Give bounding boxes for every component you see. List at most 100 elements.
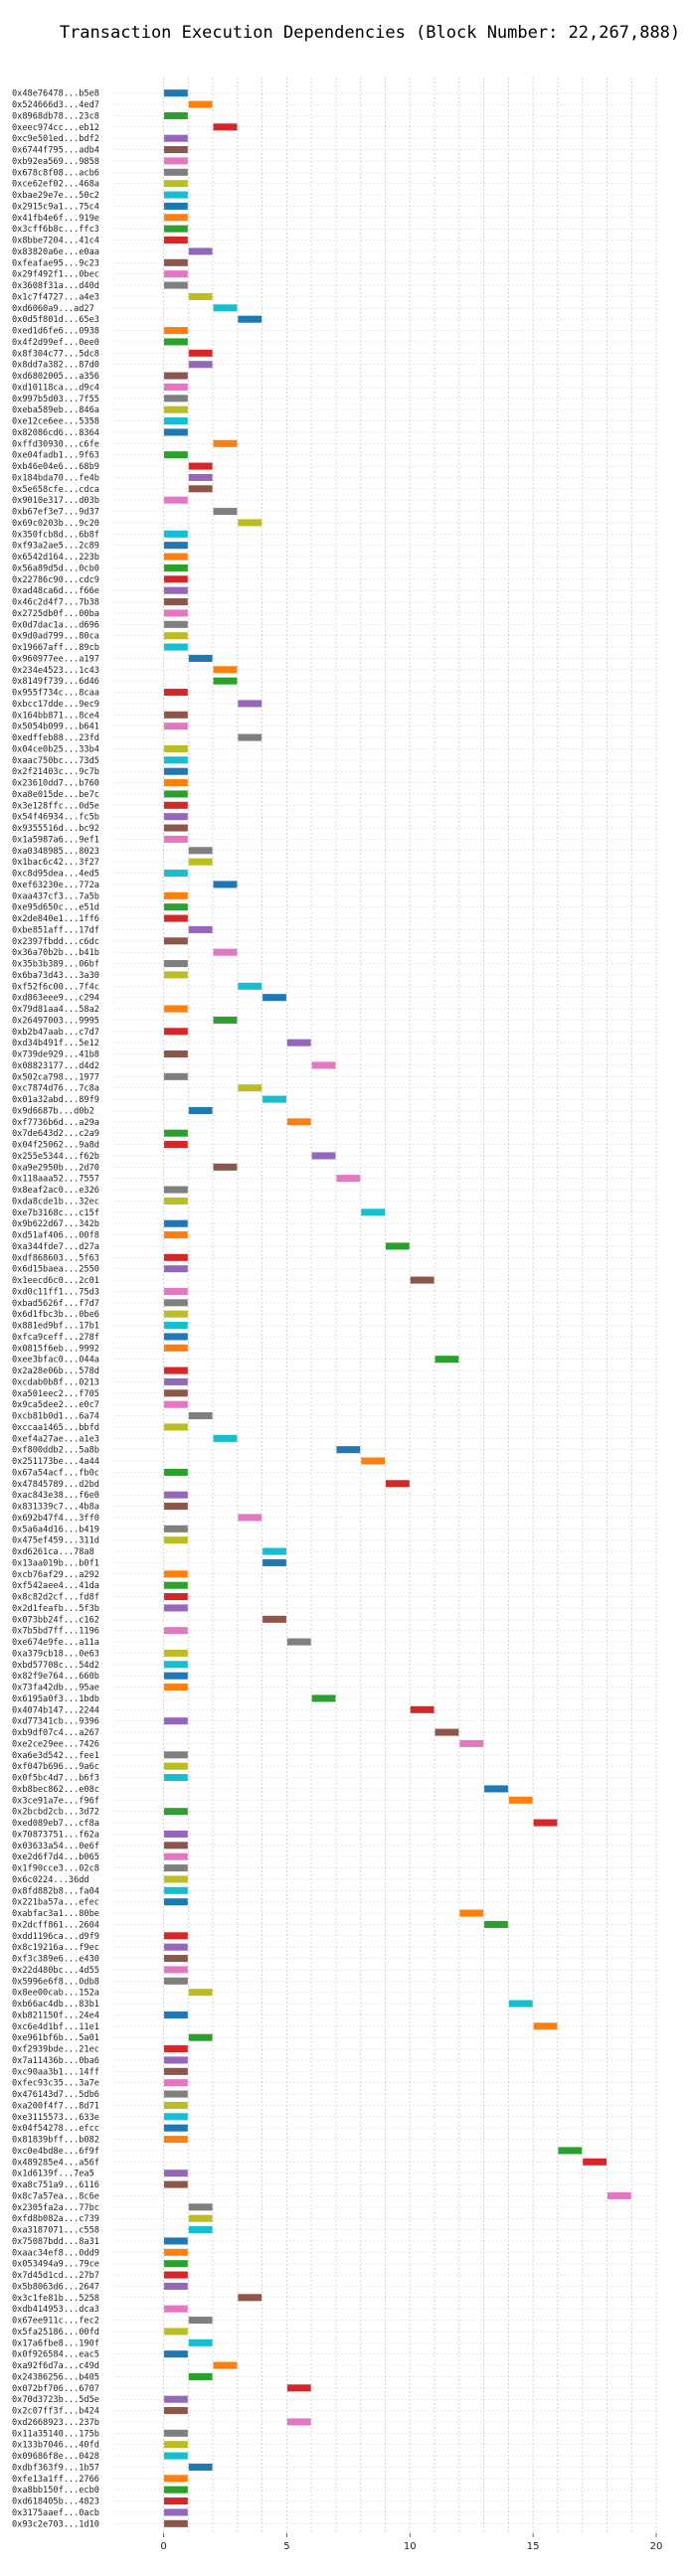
tx-label: 0x9d6687b...d0b2 [12,1106,94,1116]
tx-label: 0x6d15baea...2550 [12,1265,99,1275]
execution-bar [188,1106,213,1114]
execution-bar [164,417,188,425]
tx-label: 0xed1d6fe6...0938 [12,327,99,337]
execution-bar [164,134,188,142]
execution-bar [164,2237,188,2245]
tx-label: 0xb66ac4db...83b1 [12,2000,99,2010]
execution-bar [164,632,188,640]
tx-label: 0x1eecd6c0...2c01 [12,1276,99,1286]
execution-bar [164,270,188,278]
execution-bar [164,1808,188,1816]
execution-bar [164,2079,188,2087]
tx-label: 0xf7736b6d...a29a [12,1118,99,1128]
execution-bar [311,1061,336,1069]
tx-label: 0xa344fde7...d27a [12,1242,99,1252]
tx-label: 0xe961bf6b...5a01 [12,2033,99,2043]
tx-label: 0xda8cde1b...32ec [12,1197,99,1207]
tx-label: 0x1d6139f...7ea5 [12,2170,94,2179]
execution-bar [164,598,188,606]
execution-bar [607,2191,631,2199]
execution-bar [164,542,188,550]
tx-label: 0x56a89d5d...0cb0 [12,564,99,573]
execution-bar [164,2067,188,2075]
tx-label: 0x04ce0b25...33b4 [12,744,99,754]
x-tick-label: 0 [160,2541,166,2552]
tx-label: 0xa8e015de...be7c [12,790,99,800]
execution-bar [361,1457,385,1465]
tx-label: 0x09686f8e...0428 [12,2452,99,2462]
tx-label: 0xfe13a1ff...2766 [12,2475,99,2485]
execution-bar [164,1604,188,1612]
tx-label: 0xfca9ceff...278f [12,1333,99,1343]
execution-bar [164,225,188,233]
tx-label: 0xd6802005...a356 [12,372,99,382]
execution-bar [164,258,188,266]
tx-label: 0x2c07ff3f...b424 [12,2407,99,2417]
execution-bar [164,744,188,752]
execution-bar [164,586,188,594]
execution-bar [164,824,188,832]
x-axis-ticks: 0 5 10 15 20 [160,2533,662,2552]
execution-bar [164,1141,188,1149]
tx-label: 0x9d0ad799...80ca [12,632,99,642]
tx-label: 0xdb414953...dca3 [12,2305,99,2315]
tx-label: 0xa8bb150f...ecb0 [12,2486,99,2496]
execution-bar [164,1830,188,1838]
execution-bar [164,2350,188,2358]
tx-label: 0x524666d3...4ed7 [12,100,99,110]
execution-bar [336,1446,361,1454]
tx-label: 0x29f492f1...0bec [12,270,99,280]
tx-label: 0x678c8f08...acb6 [12,168,99,178]
execution-bar [164,1287,188,1295]
execution-bar [164,1898,188,1906]
tx-label: 0x75087bdd...8a31 [12,2237,99,2247]
tx-label: 0x251173be...4a44 [12,1457,99,1467]
execution-bar [164,1423,188,1431]
execution-bar [213,1434,238,1442]
tx-label: 0xe7b3168c...c15f [12,1208,99,1218]
y-axis-labels: 0x48e76478...b5e80x524666d3...4ed70x8968… [12,89,99,2530]
execution-bar [164,1875,188,1883]
tx-label: 0xe2d6f7d4...b065 [12,1852,99,1862]
execution-bar [262,1095,286,1103]
tx-label: 0x6c0224...36dd [12,1875,89,1885]
execution-bar [164,1072,188,1080]
execution-bar [583,2158,607,2166]
execution-bar [164,2011,188,2018]
execution-bar [164,1649,188,1657]
execution-bar [188,2226,213,2234]
execution-bar [164,903,188,911]
execution-bar [188,473,213,481]
execution-bar [164,338,188,346]
tx-label: 0x5054b099...b641 [12,723,99,732]
execution-bar [164,620,188,628]
tx-label: 0x35b3b389...06bf [12,960,99,970]
tx-label: 0x1a5987a6...9ef1 [12,835,99,845]
execution-bar [188,100,213,108]
tx-label: 0xf93a2ae5...2c89 [12,542,99,552]
tx-label: 0xb9df07c4...a267 [12,1728,99,1738]
tx-label: 0x6ba73d43...3a30 [12,971,99,981]
tx-label: 0xa6e3d542...fee1 [12,1751,99,1761]
tx-label: 0x2bcbd2cb...3d72 [12,1808,99,1818]
tx-label: 0xdd1196ca...d9f9 [12,1932,99,1942]
execution-bar [164,146,188,154]
execution-bar [164,1852,188,1860]
bars [164,89,631,2527]
execution-bar [164,1491,188,1499]
tx-label: 0x502ca798...1977 [12,1072,99,1082]
execution-bar [164,2486,188,2494]
execution-bar [164,2452,188,2460]
execution-bar [164,2124,188,2132]
tx-label: 0xce62ef02...468a [12,180,99,190]
execution-bar [164,1186,188,1194]
execution-bar [386,1480,410,1488]
tx-label: 0x476143d7...5db6 [12,2090,99,2100]
tx-label: 0x03633a54...0e6f [12,1842,99,1852]
execution-bar [164,2136,188,2144]
execution-bar [410,1705,435,1713]
tx-label: 0xd10118ca...d9c4 [12,383,99,393]
execution-bar [164,914,188,922]
execution-bar [164,1842,188,1850]
execution-bar [238,1084,262,1092]
